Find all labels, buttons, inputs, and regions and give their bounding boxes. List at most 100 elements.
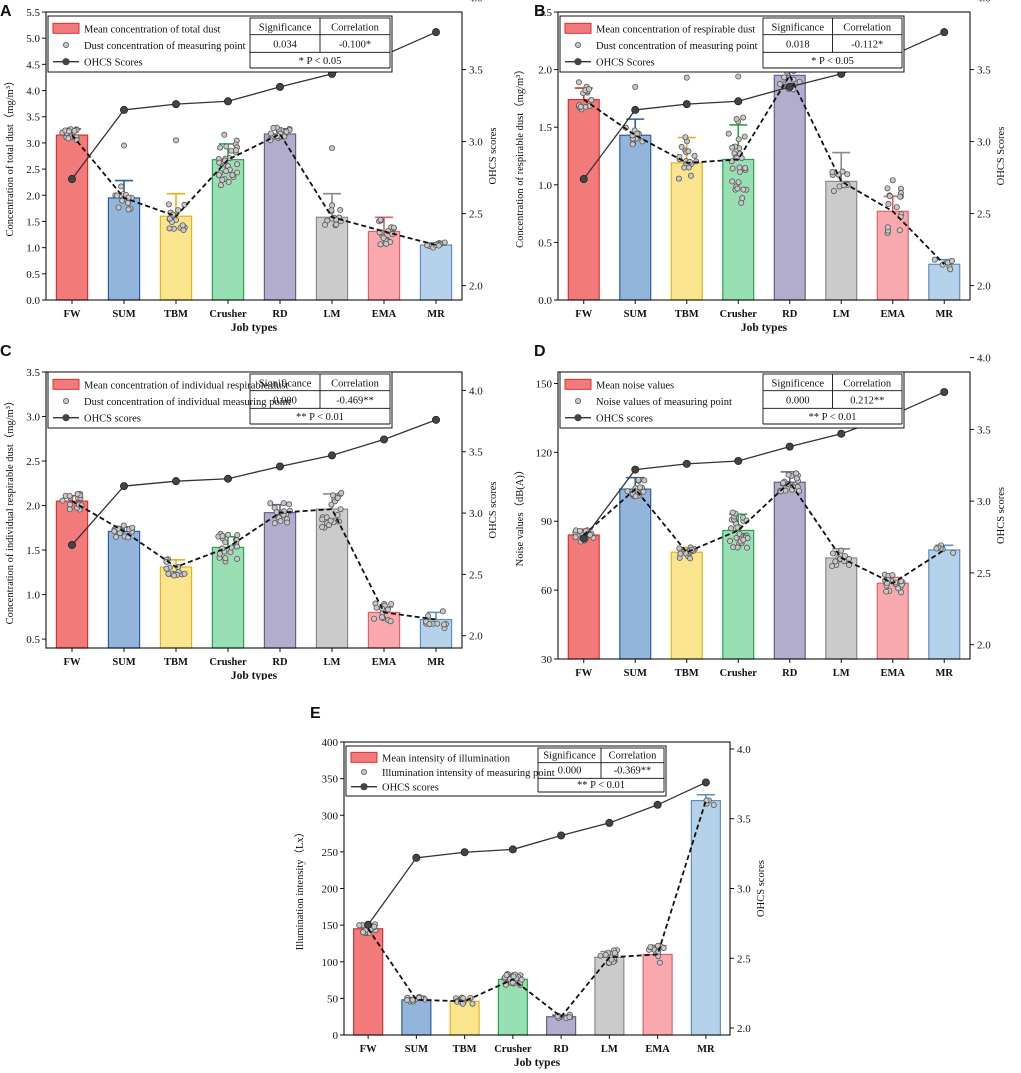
measuring-point	[219, 533, 226, 540]
bar-lm	[594, 956, 625, 1036]
measuring-point	[115, 204, 122, 211]
y-tick-label: 0	[333, 1030, 339, 1042]
measuring-point	[384, 606, 391, 613]
measuring-point	[321, 221, 328, 228]
bar-fw	[567, 534, 600, 660]
legend-point-swatch	[63, 398, 70, 405]
p-value-note: ** P < 0.01	[808, 412, 856, 423]
y2-axis-title: OHCS Scores	[996, 127, 1007, 186]
bar-fw	[55, 500, 89, 649]
x-tick-label: Crusher	[720, 309, 758, 320]
bar-mr	[690, 799, 721, 1036]
y-tick-label: 60	[541, 585, 553, 597]
x-tick-label: EMA	[372, 309, 397, 320]
measuring-point	[735, 136, 742, 143]
mean-trend-line	[583, 480, 945, 585]
bar-rd	[263, 512, 297, 649]
y2-tick-label: 4.0	[469, 0, 483, 5]
measuring-point	[896, 227, 903, 234]
measuring-point	[271, 504, 278, 511]
x-tick-label: MR	[427, 657, 445, 668]
measuring-point	[271, 520, 278, 527]
correlation-value: -0.469**	[336, 395, 374, 406]
y-axis-title: Concentration of individual respirable d…	[4, 396, 16, 625]
measuring-point	[118, 183, 125, 190]
ohcs-point	[431, 28, 440, 37]
ohcs-point	[734, 97, 743, 106]
correlation-value: -0.112*	[851, 39, 883, 50]
y2-tick-label: 3.5	[737, 814, 751, 826]
x-tick-label: FW	[575, 309, 592, 320]
legend-point-swatch	[575, 398, 582, 405]
measuring-point	[728, 525, 735, 532]
bar-lm	[315, 216, 349, 301]
measuring-point	[740, 114, 747, 121]
measuring-point	[333, 221, 340, 228]
measuring-point	[510, 973, 517, 980]
ohcs-point	[653, 800, 662, 809]
legend-line-label: OHCS scores	[382, 783, 439, 794]
y-axis-title: Concentration of respirable dust（mg/m³）	[514, 64, 526, 248]
measuring-point	[409, 996, 416, 1003]
legend-point-label: Dust concentration of measuring point	[84, 41, 246, 52]
correlation-value: 0.212**	[850, 395, 884, 406]
measuring-point	[710, 801, 717, 808]
x-axis-title: Job types	[741, 322, 788, 334]
legend-point-swatch	[361, 769, 368, 776]
ohcs-point	[431, 415, 440, 424]
measuring-point	[780, 479, 787, 486]
significance-value: 0.034	[273, 39, 297, 50]
measuring-point	[893, 204, 900, 211]
panel-label: E	[310, 705, 321, 722]
correlation-header: Correlation	[331, 379, 380, 390]
bar-sum	[107, 197, 141, 301]
ohcs-point	[120, 482, 129, 491]
y2-tick-label: 4.0	[737, 744, 751, 756]
bar-ema	[642, 953, 673, 1036]
measuring-point	[337, 207, 344, 214]
measuring-point	[829, 550, 836, 557]
measuring-point	[729, 144, 736, 151]
measuring-point	[319, 524, 326, 531]
measuring-point	[125, 206, 132, 213]
ohcs-point	[68, 175, 77, 184]
measuring-point	[390, 224, 397, 231]
measuring-point	[741, 133, 748, 140]
y2-tick-label: 2.5	[977, 568, 991, 580]
x-tick-label: TBM	[164, 657, 188, 668]
measuring-point	[729, 509, 736, 516]
x-tick-label: LM	[833, 668, 850, 679]
x-tick-label: TBM	[164, 309, 188, 320]
measuring-point	[377, 216, 384, 223]
measuring-point	[931, 256, 938, 263]
measuring-point	[129, 524, 136, 531]
measuring-point	[743, 544, 750, 551]
measuring-point	[66, 492, 73, 499]
legend-box	[47, 15, 393, 73]
measuring-point	[217, 182, 224, 189]
panel-a-chart: A 0.0 0.5 1.0 1.5 2.0 2.5 3.0 3.5 4.0 4.5 5.0 5.5 2.0…	[0, 0, 499, 334]
measuring-point	[577, 103, 584, 110]
measuring-point	[469, 1000, 476, 1007]
x-tick-label: EMA	[372, 657, 397, 668]
measuring-point	[425, 612, 432, 619]
measuring-point	[338, 490, 345, 497]
ohcs-point	[940, 388, 949, 397]
ohcs-point	[412, 853, 421, 862]
measuring-point	[267, 130, 274, 137]
legend-point-label: Dust concentration of measuring point	[596, 41, 758, 52]
y-tick-label: 400	[322, 737, 339, 749]
measuring-point	[404, 997, 411, 1004]
measuring-point	[883, 588, 890, 595]
x-tick-label: SUM	[624, 668, 647, 679]
measuring-point	[124, 199, 131, 206]
measuring-point	[284, 519, 291, 526]
measuring-point	[933, 545, 940, 552]
ohcs-point	[940, 28, 949, 37]
measuring-point	[334, 494, 341, 501]
y2-tick-label: 2.0	[977, 640, 991, 652]
y-tick-label: 2.0	[26, 501, 40, 513]
measuring-point	[683, 74, 690, 81]
measuring-point	[656, 959, 663, 966]
measuring-point	[388, 601, 395, 608]
